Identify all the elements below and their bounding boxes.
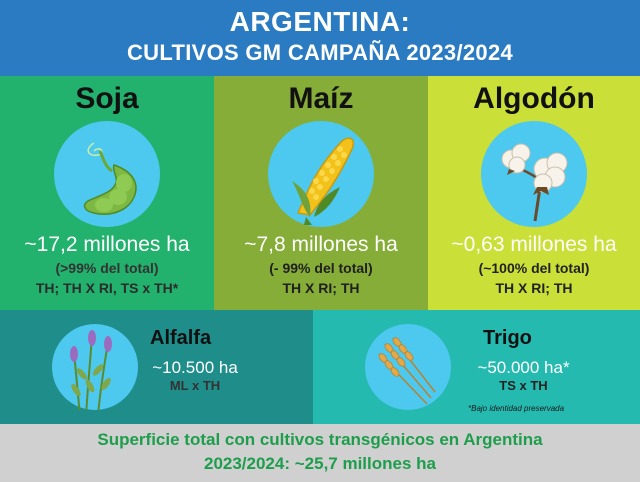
crop-title-maiz: Maíz — [288, 82, 354, 115]
crop-area-soja: ~17,2 millones ha — [24, 233, 190, 256]
alfalfa-icon — [52, 324, 138, 410]
crop-share-algodon: (~100% del total) — [478, 260, 590, 276]
footnote-trigo: *Bajo identidad preservada — [468, 404, 565, 413]
crop-title-alfalfa: Alfalfa — [150, 327, 212, 349]
wheat-icon — [365, 324, 451, 410]
crop-share-soja: (>99% del total) — [55, 260, 159, 276]
crop-events-trigo: TS x TH — [499, 378, 548, 393]
panel-algodon: Algodón ~0,63 millones ha (~100% del tot… — [428, 76, 640, 310]
crop-title-trigo: Trigo — [483, 327, 532, 349]
soybean-icon — [54, 121, 160, 227]
crop-events-alfalfa: ML x TH — [169, 378, 221, 393]
page-title: ARGENTINA: — [229, 6, 411, 37]
footer-line-1: Superficie total con cultivos transgénic… — [97, 430, 543, 449]
crop-area-trigo: ~50.000 ha* — [477, 358, 570, 377]
crop-title-algodon: Algodón — [473, 82, 595, 115]
header-banner: ARGENTINA: CULTIVOS GM CAMPAÑA 2023/2024 — [0, 0, 640, 76]
crop-events-algodon: TH X RI; TH — [495, 280, 573, 296]
panel-soja: Soja ~17,2 millones ha (>99% del total) … — [0, 76, 214, 310]
crop-title-soja: Soja — [75, 82, 139, 115]
crop-share-maiz: (- 99% del total) — [269, 260, 373, 276]
panel-maiz: Maíz ~7,8 millones ha (- 99% del total) … — [214, 76, 428, 310]
panel-alfalfa: Alfalfa ~10.500 ha ML x TH — [0, 310, 313, 424]
crop-area-maiz: ~7,8 millones ha — [244, 233, 398, 256]
crop-area-alfalfa: ~10.500 ha — [152, 358, 238, 377]
crop-events-maiz: TH X RI; TH — [282, 280, 360, 296]
corn-icon — [268, 121, 374, 227]
crop-events-soja: TH; TH X RI, TS x TH* — [35, 280, 179, 296]
panel-trigo: Trigo ~50.000 ha* TS x TH *Bajo identida… — [313, 310, 640, 424]
cotton-icon — [481, 121, 587, 227]
footer-line-2: 2023/2024: ~25,7 millones ha — [203, 454, 436, 473]
page-subtitle: CULTIVOS GM CAMPAÑA 2023/2024 — [126, 40, 514, 65]
crop-area-algodon: ~0,63 millones ha — [451, 233, 617, 256]
footer-summary: Superficie total con cultivos transgénic… — [0, 424, 640, 482]
